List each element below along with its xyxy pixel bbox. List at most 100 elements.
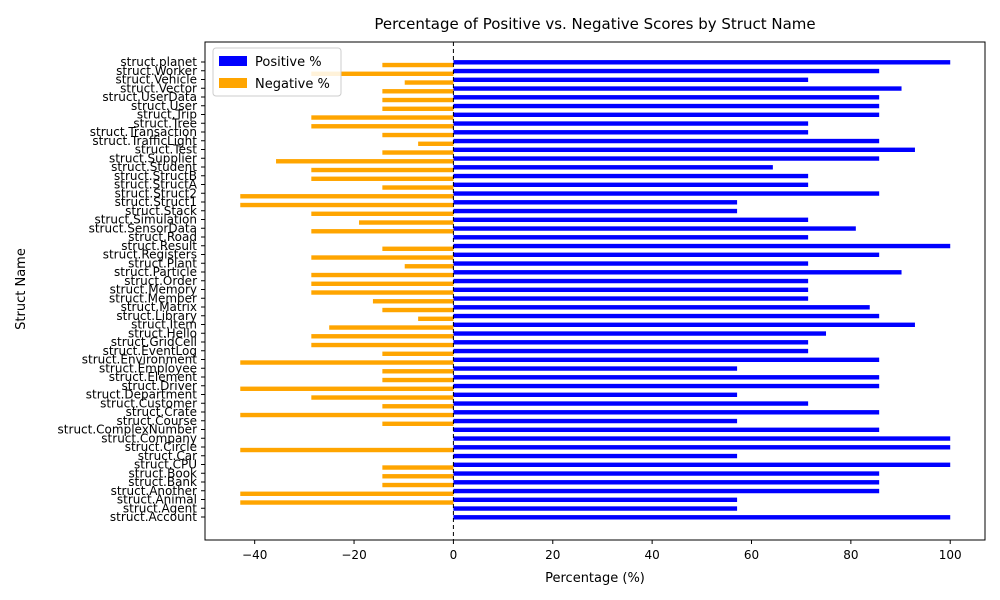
bar-positive — [453, 410, 880, 415]
y-tick-label: struct.Registers — [103, 248, 197, 262]
bar-positive — [453, 156, 880, 161]
y-axis-title: Struct Name — [14, 248, 29, 330]
bar-positive — [453, 261, 809, 266]
bar-negative — [311, 342, 454, 348]
bar-positive — [453, 252, 880, 257]
bar-positive — [453, 383, 880, 389]
x-tick-label: −20 — [341, 548, 366, 562]
y-tick-label: struct.SensorData — [89, 221, 197, 235]
bar-negative — [311, 176, 454, 181]
bar-negative — [240, 491, 454, 496]
legend: Positive % Negative % — [212, 47, 342, 97]
bar-negative — [382, 132, 454, 138]
bar-positive — [453, 121, 809, 126]
bar-positive — [453, 296, 809, 301]
y-tick-label: struct.Member — [109, 291, 197, 305]
bar-positive — [453, 480, 880, 485]
bar-positive — [453, 331, 827, 336]
y-tick-label: struct.Department — [86, 388, 198, 402]
y-tick-label: struct.User — [131, 99, 197, 113]
bar-negative — [382, 150, 454, 155]
bar-negative — [311, 281, 454, 286]
bar-positive — [453, 313, 880, 319]
y-tick-label: struct.UserData — [102, 90, 197, 104]
bar-positive — [453, 462, 951, 467]
y-tick-label: struct.Vehicle — [115, 73, 197, 87]
bar-negative — [240, 500, 454, 505]
y-tick-label: struct.Worker — [116, 64, 197, 78]
bar-positive — [453, 427, 880, 432]
bar-positive — [453, 488, 880, 494]
bar-positive — [453, 392, 738, 397]
y-tick-label: struct.Course — [116, 414, 197, 428]
y-tick-label: struct.Company — [101, 431, 197, 445]
legend-label: Negative % — [255, 77, 330, 92]
bar-negative — [311, 115, 454, 120]
y-tick-label: struct.Particle — [114, 265, 197, 279]
y-tick-label: struct.ComplexNumber — [58, 423, 198, 437]
bar-negative — [311, 71, 454, 76]
y-tick-label: struct.StructB — [114, 169, 197, 183]
y-tick-label: struct.GridCell — [111, 335, 197, 349]
bar-negative — [382, 246, 454, 251]
bar-positive — [453, 165, 773, 170]
y-tick-label: struct.Student — [111, 160, 197, 174]
legend-swatch — [219, 56, 247, 66]
bar-positive — [453, 418, 738, 424]
bar-positive — [453, 200, 738, 205]
y-tick-label: struct.Customer — [100, 396, 197, 410]
bar-negative — [276, 159, 454, 164]
bar-negative — [372, 299, 454, 304]
bar-negative — [311, 334, 454, 339]
bar-positive — [453, 138, 880, 144]
y-tick-label: struct.TrafficLight — [92, 134, 197, 148]
bar-negative — [382, 377, 454, 383]
y-tick-label: struct.Matrix — [121, 300, 197, 314]
x-tick-label: 0 — [450, 548, 458, 562]
bar-negative — [382, 307, 454, 313]
bar-positive — [453, 357, 880, 362]
bar-negative — [418, 316, 454, 321]
bar-positive — [453, 208, 738, 214]
bar-positive — [453, 95, 880, 100]
y-tick-label: struct.Another — [111, 484, 197, 498]
y-tick-label: struct.Plant — [128, 256, 197, 270]
bar-positive — [453, 401, 809, 406]
bar-positive — [453, 340, 809, 345]
y-tick-label: struct.Circle — [125, 440, 197, 454]
bar-positive — [453, 86, 902, 91]
bar-negative — [382, 351, 454, 356]
y-tick-label: struct.Animal — [117, 493, 197, 507]
bar-negative — [311, 395, 454, 400]
bar-negative — [382, 62, 454, 68]
y-tick-label: struct.Result — [121, 239, 197, 253]
bar-positive — [453, 515, 951, 520]
y-tick-label: struct.Car — [138, 449, 197, 463]
bar-negative — [382, 404, 454, 409]
bar-positive — [453, 366, 738, 371]
bar-negative — [382, 185, 454, 190]
bar-positive — [453, 191, 880, 196]
bar-positive — [453, 68, 880, 74]
bar-positive — [453, 278, 809, 284]
y-tick-label: struct.planet — [120, 55, 197, 69]
bar-negative — [359, 220, 454, 225]
chart-title: Percentage of Positive vs. Negative Scor… — [374, 15, 815, 33]
x-axis-title: Percentage (%) — [545, 571, 645, 586]
bar-negative — [382, 369, 454, 374]
y-tick-label: struct.CPU — [134, 458, 197, 472]
y-tick-label: struct.Struct1 — [115, 195, 197, 209]
y-tick-label: struct.Crate — [126, 405, 197, 419]
bar-negative — [382, 465, 454, 470]
bar-positive — [453, 243, 951, 249]
bar-positive — [453, 497, 738, 502]
y-tick-label: struct.Order — [124, 274, 197, 288]
y-tick-label: struct.Hello — [128, 326, 197, 340]
y-tick-label: struct.StructA — [114, 178, 198, 192]
bar-positive — [453, 445, 951, 450]
bar-positive — [453, 60, 951, 65]
plot-frame — [204, 41, 986, 541]
bar-positive — [453, 226, 856, 231]
bar-negative — [311, 255, 454, 260]
x-tick-label: −40 — [242, 548, 267, 562]
